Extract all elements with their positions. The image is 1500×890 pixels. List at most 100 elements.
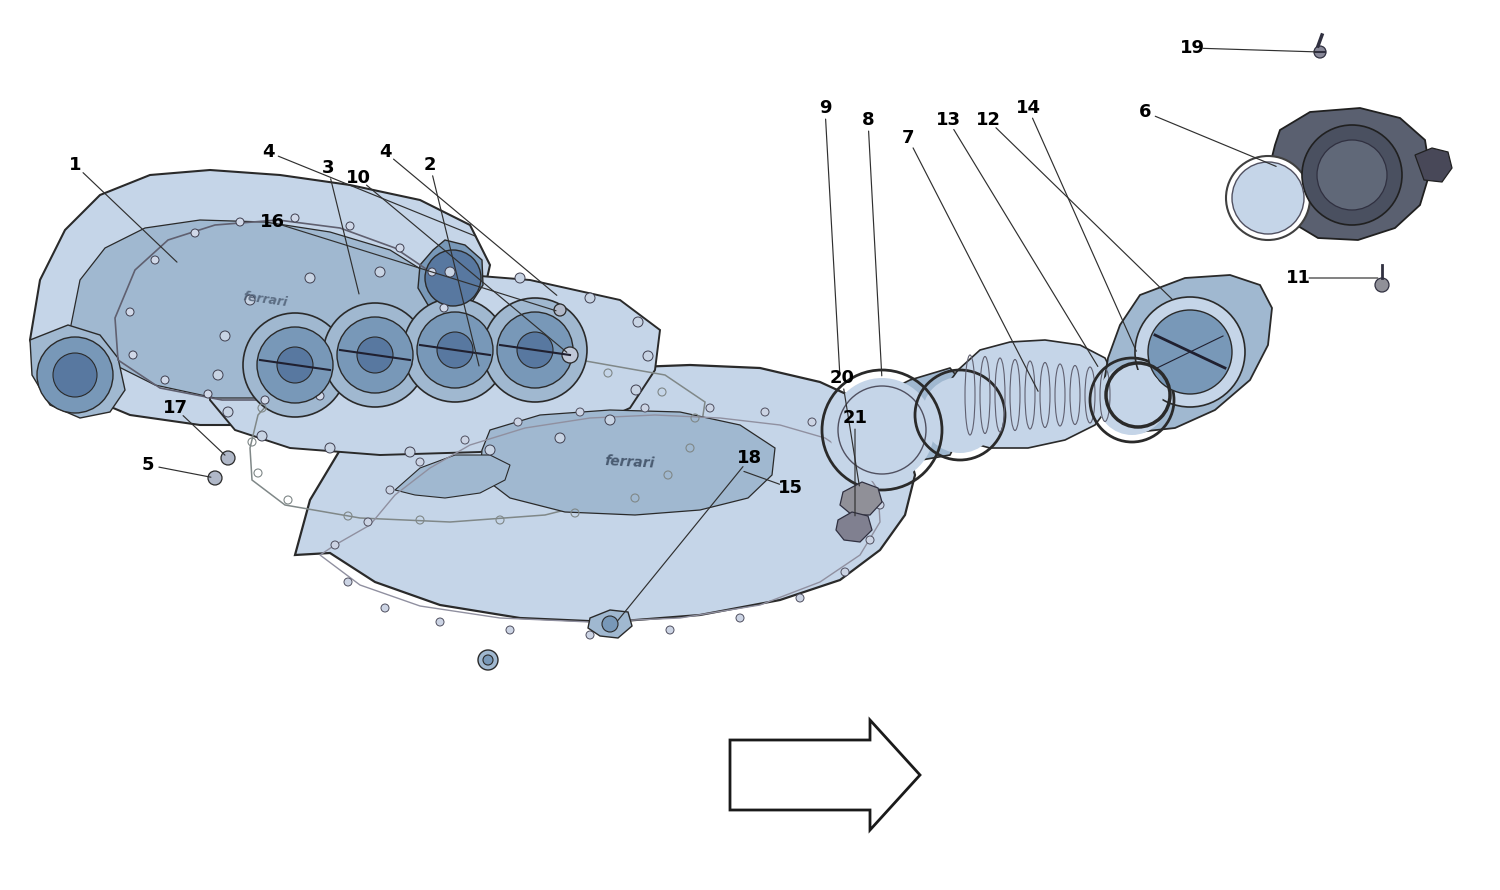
Circle shape <box>375 267 386 277</box>
Circle shape <box>220 451 236 465</box>
Text: 18: 18 <box>738 449 762 467</box>
Circle shape <box>396 244 404 252</box>
Circle shape <box>204 390 212 398</box>
Circle shape <box>1096 365 1167 435</box>
Circle shape <box>304 273 315 283</box>
Circle shape <box>555 433 566 443</box>
Circle shape <box>126 308 134 316</box>
Circle shape <box>666 626 674 634</box>
Circle shape <box>243 313 346 417</box>
Circle shape <box>632 385 640 395</box>
Circle shape <box>322 303 428 407</box>
Circle shape <box>424 250 482 306</box>
Circle shape <box>602 616 618 632</box>
Circle shape <box>427 336 436 344</box>
Circle shape <box>514 418 522 426</box>
Circle shape <box>220 331 230 341</box>
Polygon shape <box>210 270 660 455</box>
Text: ferrari: ferrari <box>242 290 288 310</box>
Circle shape <box>483 655 494 665</box>
Circle shape <box>484 445 495 455</box>
Circle shape <box>244 295 255 305</box>
Circle shape <box>842 568 849 576</box>
Circle shape <box>152 256 159 264</box>
Circle shape <box>562 347 578 363</box>
Circle shape <box>483 298 586 402</box>
Circle shape <box>865 536 874 544</box>
Circle shape <box>922 377 998 453</box>
Circle shape <box>496 312 573 388</box>
Text: 8: 8 <box>861 111 874 129</box>
Polygon shape <box>840 482 882 515</box>
Circle shape <box>129 351 136 359</box>
Text: 21: 21 <box>843 409 867 427</box>
Circle shape <box>514 273 525 283</box>
Polygon shape <box>1270 108 1430 240</box>
Text: 4: 4 <box>378 143 392 161</box>
Circle shape <box>224 407 232 417</box>
Circle shape <box>344 578 352 586</box>
Circle shape <box>1113 370 1162 420</box>
Circle shape <box>160 376 170 384</box>
Text: 16: 16 <box>260 213 285 231</box>
Circle shape <box>865 466 874 474</box>
Text: 6: 6 <box>1138 103 1150 121</box>
Polygon shape <box>480 410 776 515</box>
Circle shape <box>326 443 334 453</box>
Circle shape <box>405 447 416 457</box>
Circle shape <box>381 604 388 612</box>
Circle shape <box>1317 140 1388 210</box>
Circle shape <box>1302 125 1402 225</box>
Circle shape <box>1314 46 1326 58</box>
Circle shape <box>604 415 615 425</box>
Circle shape <box>53 353 98 397</box>
Polygon shape <box>296 365 915 622</box>
Text: 14: 14 <box>1016 99 1041 117</box>
Circle shape <box>338 317 412 393</box>
Circle shape <box>706 404 714 412</box>
Circle shape <box>1376 278 1389 292</box>
Text: ferrari: ferrari <box>604 454 656 470</box>
Text: 5: 5 <box>142 456 154 474</box>
Circle shape <box>404 360 412 368</box>
Circle shape <box>830 378 934 482</box>
Text: 1: 1 <box>69 156 81 174</box>
Circle shape <box>213 370 223 380</box>
Text: 7: 7 <box>902 129 914 147</box>
Text: 3: 3 <box>322 159 334 177</box>
Circle shape <box>261 396 268 404</box>
Circle shape <box>796 594 804 602</box>
Circle shape <box>1136 297 1245 407</box>
Circle shape <box>366 381 374 389</box>
Text: 4: 4 <box>262 143 274 161</box>
Circle shape <box>446 267 454 277</box>
Circle shape <box>633 317 644 327</box>
Circle shape <box>190 229 200 237</box>
Text: 20: 20 <box>830 369 855 387</box>
Circle shape <box>554 304 566 316</box>
Circle shape <box>416 458 424 466</box>
Circle shape <box>236 218 244 226</box>
Circle shape <box>436 332 472 368</box>
Circle shape <box>386 486 394 494</box>
Text: 10: 10 <box>345 169 370 187</box>
Circle shape <box>291 214 298 222</box>
Polygon shape <box>30 325 124 418</box>
Circle shape <box>332 541 339 549</box>
Text: 13: 13 <box>936 111 960 129</box>
Circle shape <box>427 268 436 276</box>
Circle shape <box>1226 156 1310 240</box>
Polygon shape <box>588 610 632 638</box>
Circle shape <box>876 501 884 509</box>
Circle shape <box>518 332 554 368</box>
Circle shape <box>576 408 584 416</box>
Text: 17: 17 <box>162 399 188 417</box>
Circle shape <box>256 431 267 441</box>
Circle shape <box>440 304 448 312</box>
Polygon shape <box>844 368 960 462</box>
Circle shape <box>844 438 852 446</box>
Text: 11: 11 <box>1286 269 1311 287</box>
Circle shape <box>357 337 393 373</box>
Circle shape <box>736 614 744 622</box>
Circle shape <box>436 618 444 626</box>
